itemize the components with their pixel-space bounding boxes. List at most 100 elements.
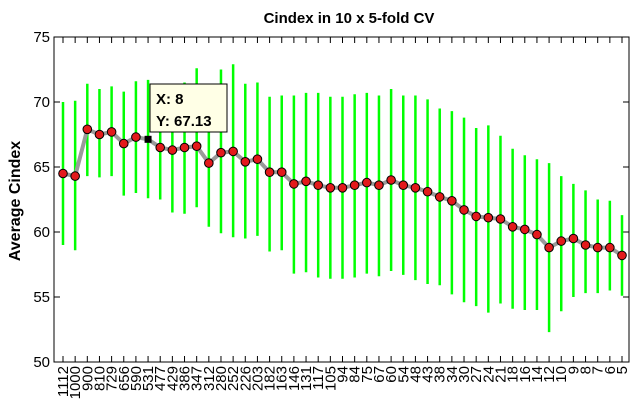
data-point[interactable] <box>276 167 287 177</box>
x-tick-label: 105 <box>322 366 339 391</box>
data-point[interactable] <box>289 179 299 189</box>
x-tick-label: 21 <box>492 366 509 383</box>
data-point[interactable] <box>58 168 68 179</box>
x-tick-label: 48 <box>407 366 424 383</box>
y-axis: 50 55 60 65 70 75 <box>33 29 629 371</box>
x-tick-label: 163 <box>274 366 291 391</box>
x-tick-label: 67 <box>371 366 388 383</box>
x-tick-label: 117 <box>310 366 327 390</box>
x-tick-label: 24 <box>480 366 497 383</box>
x-tick-label: 27 <box>468 366 485 383</box>
data-point[interactable] <box>422 186 433 197</box>
data-point[interactable] <box>410 183 421 193</box>
x-tick-label: 84 <box>347 366 364 383</box>
datatip-y: Y: 67.13 <box>156 113 212 130</box>
data-point[interactable] <box>155 142 166 153</box>
x-tick-label: 386 <box>177 366 194 391</box>
x-tick-label: 131 <box>298 366 315 391</box>
data-point[interactable] <box>592 242 603 253</box>
data-point[interactable] <box>617 250 627 261</box>
y-tick-label: 55 <box>33 289 50 306</box>
x-tick-label: 1112 <box>55 366 72 397</box>
data-point[interactable] <box>131 132 141 142</box>
data-point[interactable] <box>507 222 518 232</box>
x-tick-label: 10 <box>553 366 570 383</box>
chart-title: Cindex in 10 x 5-fold CV <box>264 10 435 27</box>
data-point[interactable] <box>179 142 190 153</box>
x-axis: 1112100090081072965659053147742938634731… <box>55 37 631 399</box>
data-point[interactable] <box>495 214 506 224</box>
y-tick-label: 70 <box>33 94 50 111</box>
y-tick-label: 65 <box>33 159 50 176</box>
data-point[interactable] <box>301 176 311 187</box>
x-tick-label: 1000 <box>67 366 84 399</box>
data-point[interactable] <box>519 224 530 235</box>
x-tick-label: 146 <box>286 366 303 391</box>
data-point[interactable] <box>118 138 129 149</box>
data-point[interactable] <box>325 183 336 193</box>
data-point[interactable] <box>471 211 481 222</box>
data-point[interactable] <box>447 196 457 206</box>
data-point[interactable] <box>605 242 615 253</box>
x-tick-label: 477 <box>152 366 169 391</box>
datatip-box <box>149 83 228 133</box>
y-tick-label: 75 <box>33 29 50 46</box>
x-tick-label: 7 <box>590 366 607 374</box>
x-tick-label: 5 <box>614 366 631 374</box>
data-point[interactable] <box>544 242 554 253</box>
data-point[interactable] <box>191 141 202 151</box>
datatip[interactable]: X: 8 Y: 67.13 <box>149 83 228 133</box>
data-point[interactable] <box>167 145 178 155</box>
data-point[interactable] <box>483 212 494 223</box>
data-point[interactable] <box>94 129 105 140</box>
x-tick-label: 34 <box>444 366 461 383</box>
x-tick-label: 182 <box>262 366 279 391</box>
data-point[interactable] <box>82 124 93 135</box>
x-tick-label: 729 <box>104 366 121 391</box>
data-point[interactable] <box>70 171 80 181</box>
x-tick-label: 54 <box>395 366 412 383</box>
x-tick-label: 30 <box>456 366 473 383</box>
data-point[interactable] <box>532 229 542 240</box>
data-point[interactable] <box>349 180 360 190</box>
data-point-selected[interactable] <box>144 135 152 143</box>
data-point[interactable] <box>313 180 323 190</box>
data-point[interactable] <box>240 157 251 167</box>
data-point[interactable] <box>252 154 263 164</box>
data-point[interactable] <box>568 233 579 244</box>
data-point[interactable] <box>580 240 591 250</box>
x-tick-label: 9 <box>565 366 582 374</box>
data-point[interactable] <box>216 147 226 158</box>
data-point[interactable] <box>204 158 214 168</box>
x-tick-label: 429 <box>164 366 181 391</box>
x-tick-label: 280 <box>213 366 230 391</box>
x-tick-label: 75 <box>359 366 376 383</box>
data-point[interactable] <box>556 236 567 246</box>
x-tick-label: 810 <box>91 366 108 391</box>
data-point[interactable] <box>398 180 409 190</box>
x-tick-label: 6 <box>602 366 619 374</box>
x-tick-label: 38 <box>432 366 449 383</box>
data-point[interactable] <box>434 192 445 202</box>
x-tick-label: 43 <box>420 366 437 383</box>
data-point[interactable] <box>362 177 372 188</box>
y-tick-label: 50 <box>33 354 50 371</box>
x-tick-label: 347 <box>189 366 206 391</box>
x-tick-label: 60 <box>383 366 400 383</box>
data-point[interactable] <box>106 127 117 137</box>
data-point[interactable] <box>386 175 396 185</box>
x-tick-label: 656 <box>116 366 133 391</box>
data-point[interactable] <box>459 205 469 215</box>
data-point[interactable] <box>264 167 275 177</box>
x-tick-label: 312 <box>201 366 218 391</box>
x-tick-label: 900 <box>79 366 96 391</box>
x-tick-label: 18 <box>505 366 522 383</box>
data-point[interactable] <box>228 146 238 157</box>
data-point[interactable] <box>337 183 348 193</box>
x-tick-label: 94 <box>335 366 352 383</box>
data-points <box>58 124 627 261</box>
x-tick-label: 226 <box>237 366 254 391</box>
x-tick-label: 14 <box>529 366 546 383</box>
data-point[interactable] <box>374 180 384 190</box>
